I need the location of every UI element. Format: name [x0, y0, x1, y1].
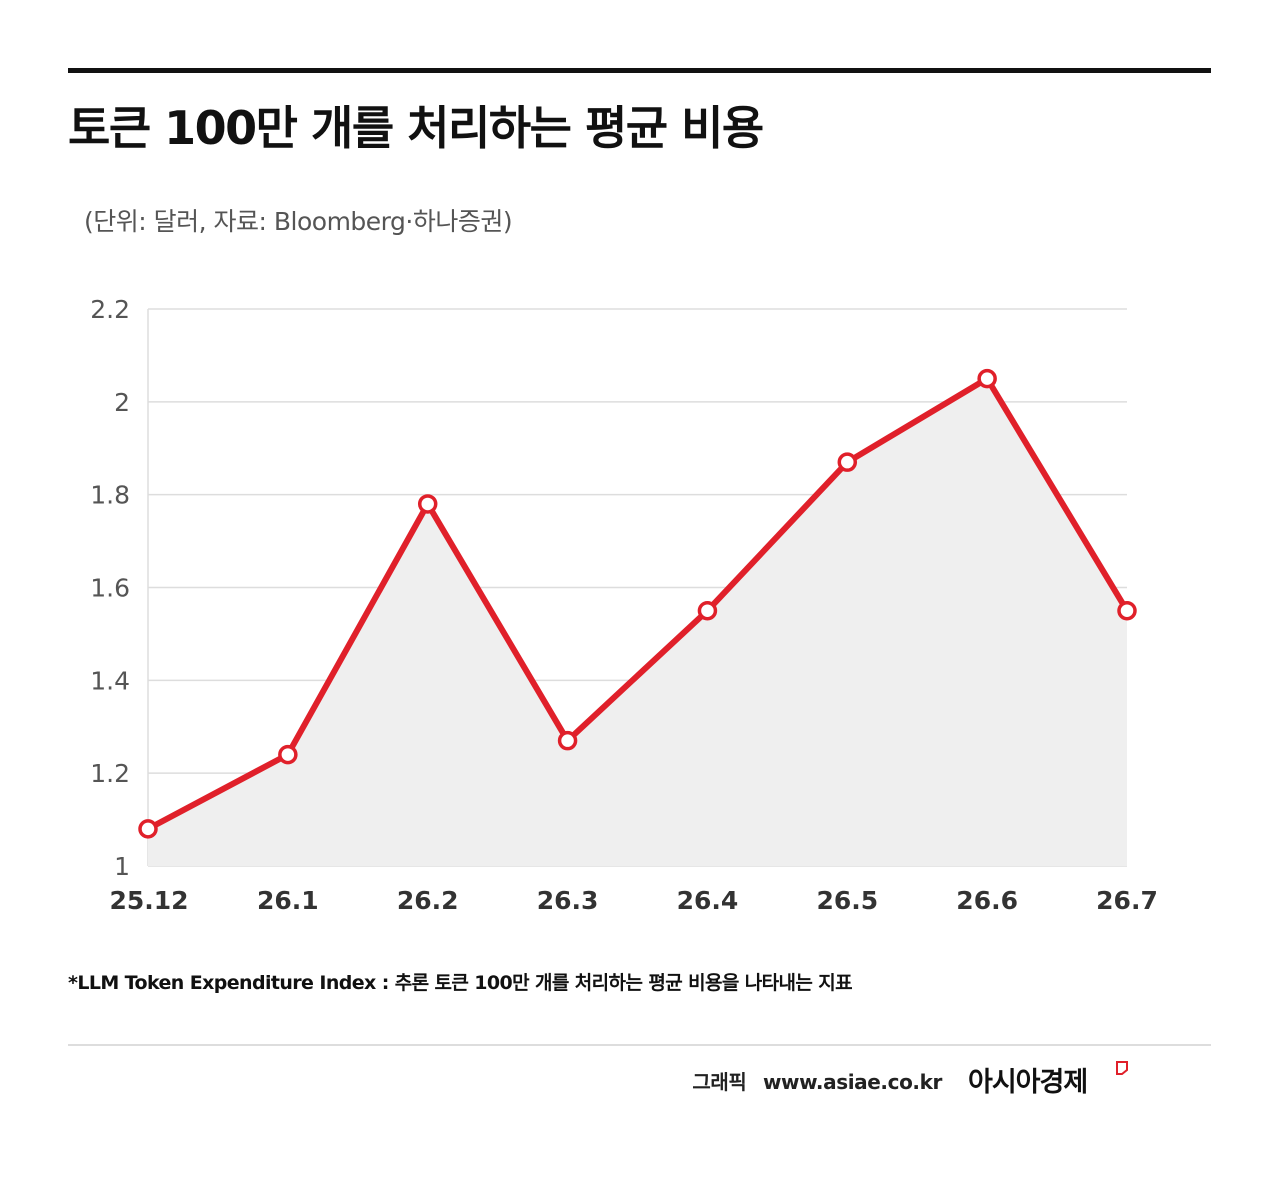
x-axis-ticks: 25.12 26.1 26.2 26.3 26.4 26.5 26.6 26.7: [109, 886, 1157, 915]
data-points: [138, 368, 1137, 839]
data-point: [697, 600, 718, 621]
x-tick-label: 25.12: [109, 886, 188, 915]
brand-logo-text: 아시아경제: [968, 1067, 1088, 1098]
x-tick-label: 26.1: [257, 886, 319, 915]
y-tick-label: 1.8: [90, 481, 130, 510]
data-point: [278, 744, 298, 765]
x-tick-label: 26.3: [537, 886, 599, 915]
x-tick-label: 26.6: [956, 886, 1018, 915]
brand-mark-icon: [1116, 1061, 1128, 1075]
series-line: [145, 375, 1130, 832]
x-tick-label: 26.2: [397, 886, 459, 915]
credit: 그래픽 www.asiae.co.kr: [682, 1066, 942, 1095]
footnote: *LLM Token Expenditure Index : 추론 토큰 100…: [68, 972, 853, 994]
y-tick-label: 1.2: [90, 759, 130, 788]
x-tick-label: 26.5: [816, 886, 878, 915]
y-tick-label: 2: [114, 388, 130, 417]
line-chart: 11.21.41.61.822.2 25.12 26.1 26.2 26.3 26.4 2…: [90, 295, 1158, 915]
site-link[interactable]: www.asiae.co.kr: [762, 1070, 942, 1094]
data-point: [977, 368, 997, 389]
y-tick-label: 1.6: [90, 574, 130, 603]
chart-title: 토큰 100만 개를 처리하는 평균 비용: [68, 101, 764, 155]
y-tick-label: 2.2: [90, 295, 130, 324]
y-axis-ticks: 1 1.2 1.4 1.6 1.8 2 2.2: [90, 295, 130, 881]
area-fill: [148, 378, 1127, 866]
top-rule: [68, 68, 1211, 73]
data-point: [557, 730, 578, 751]
unit-source-note: (단위: 달러, 자료: Bloomberg·하나증권): [84, 207, 513, 236]
data-point: [138, 819, 158, 839]
y-tick-label: 1.4: [90, 666, 130, 695]
bottom-rule: [68, 1044, 1211, 1046]
y-tick-label: 1: [114, 852, 130, 881]
data-point: [417, 494, 438, 514]
credit-label: 그래픽: [692, 1070, 747, 1094]
data-point: [837, 452, 858, 472]
data-point: [1117, 600, 1137, 621]
x-tick-label: 26.4: [677, 886, 739, 915]
x-tick-label: 26.7: [1096, 886, 1158, 915]
